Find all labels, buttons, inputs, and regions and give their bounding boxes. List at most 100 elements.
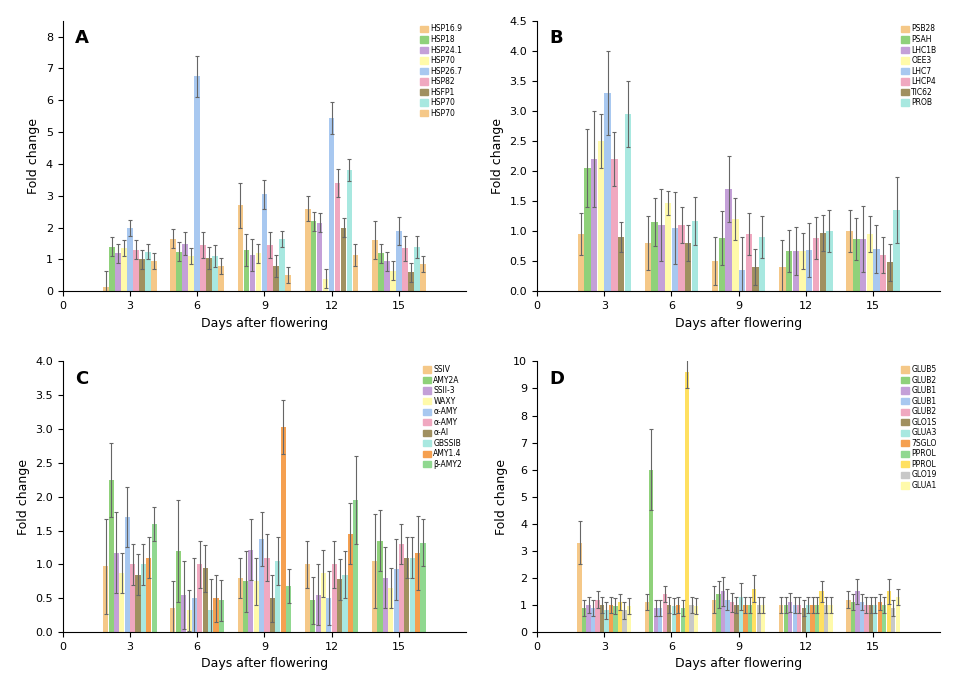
Bar (676, 605, 680, 632)
Bar (130, 565, 135, 632)
Bar (420, 264, 426, 291)
Text: C: C (75, 370, 88, 387)
Bar (213, 598, 218, 632)
Bar (866, 234, 873, 291)
Bar (779, 267, 786, 291)
Bar (316, 595, 321, 632)
Bar (869, 605, 873, 632)
Bar (264, 558, 270, 632)
Bar (343, 574, 347, 632)
Bar (721, 592, 725, 632)
Bar (859, 239, 866, 291)
Bar (757, 605, 761, 632)
Bar (806, 251, 812, 291)
Bar (788, 602, 792, 632)
Bar (197, 565, 202, 632)
Bar (815, 605, 819, 632)
Bar (176, 251, 182, 291)
Bar (732, 219, 739, 291)
Bar (127, 227, 133, 291)
Bar (145, 251, 150, 291)
Bar (692, 221, 699, 291)
Bar (420, 543, 426, 632)
Legend: PSB28, PSAH, LHC1B, OEE3, LHC7, LHCP4, TIC62, PROB: PSB28, PSAH, LHC1B, OEE3, LHC7, LHCP4, T… (900, 23, 938, 109)
Y-axis label: Fold change: Fold change (491, 118, 504, 194)
Bar (254, 581, 258, 632)
Bar (605, 93, 611, 291)
Bar (170, 239, 176, 291)
Bar (413, 247, 419, 291)
Bar (136, 574, 141, 632)
Bar (652, 222, 657, 291)
Bar (151, 523, 157, 632)
Bar (779, 605, 784, 632)
Bar (321, 573, 326, 632)
Bar (120, 573, 124, 632)
Bar (270, 598, 275, 632)
Bar (851, 602, 855, 632)
Bar (189, 256, 194, 291)
Bar (237, 578, 243, 632)
Bar (279, 239, 285, 291)
Bar (672, 228, 678, 291)
Bar (598, 141, 604, 291)
Bar (627, 607, 631, 632)
Bar (792, 251, 799, 291)
Bar (618, 237, 624, 291)
Bar (337, 579, 343, 632)
Bar (280, 427, 286, 632)
Bar (256, 253, 261, 291)
Bar (274, 266, 279, 291)
Bar (613, 607, 617, 632)
Bar (114, 553, 119, 632)
Bar (662, 594, 667, 632)
Y-axis label: Fold change: Fold change (28, 118, 40, 194)
Bar (103, 566, 108, 632)
Bar (856, 592, 859, 632)
Bar (784, 605, 788, 632)
Bar (725, 189, 732, 291)
Bar (328, 117, 334, 291)
Bar (752, 589, 756, 632)
Bar (853, 239, 859, 291)
Bar (761, 605, 766, 632)
Bar (591, 159, 597, 291)
Bar (237, 205, 243, 291)
Bar (249, 550, 254, 632)
Bar (792, 605, 797, 632)
Bar (341, 227, 346, 291)
Bar (383, 578, 388, 632)
Bar (658, 608, 662, 632)
Bar (285, 275, 291, 291)
Bar (864, 605, 869, 632)
Bar (744, 605, 747, 632)
Bar (268, 245, 273, 291)
Bar (402, 248, 408, 291)
Bar (393, 569, 399, 632)
Bar (819, 233, 826, 291)
Bar (730, 602, 734, 632)
Bar (378, 253, 384, 291)
Bar (352, 255, 358, 291)
X-axis label: Days after flowering: Days after flowering (201, 657, 328, 671)
Y-axis label: Fold change: Fold change (495, 459, 508, 534)
Bar (739, 270, 746, 291)
Y-axis label: Fold change: Fold change (16, 459, 30, 534)
Legend: SSIV, AMY2A, SSII-3, WAXY, α-AMY, α-AMY, α-AI, GBSSIB, AMY1.4, β-AMY2: SSIV, AMY2A, SSII-3, WAXY, α-AMY, α-AMY,… (422, 363, 464, 471)
Bar (680, 608, 685, 632)
Bar (141, 565, 145, 632)
Bar (618, 602, 622, 632)
Bar (286, 586, 291, 632)
Bar (250, 255, 256, 291)
Bar (326, 598, 331, 632)
Bar (332, 565, 337, 632)
X-axis label: Days after flowering: Days after flowering (675, 657, 802, 671)
Bar (146, 558, 151, 632)
Bar (323, 279, 328, 291)
Bar (384, 261, 389, 291)
Bar (806, 605, 811, 632)
Bar (672, 607, 676, 632)
Bar (389, 588, 393, 632)
Bar (605, 611, 609, 632)
Bar (752, 267, 759, 291)
